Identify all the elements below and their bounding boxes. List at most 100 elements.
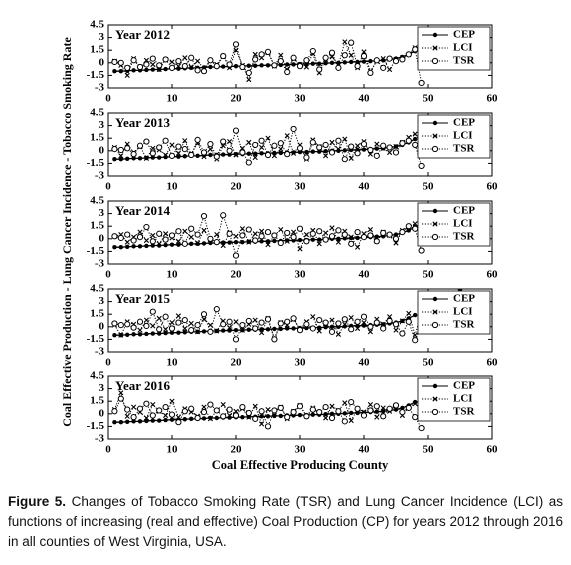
marker-circle	[258, 233, 265, 240]
marker-circle	[226, 230, 233, 237]
legend-label: TSR	[453, 55, 475, 67]
marker-x	[355, 244, 361, 250]
marker-x	[169, 398, 175, 404]
marker-circle	[111, 146, 118, 153]
marker-circle	[354, 318, 361, 325]
marker-circle	[181, 146, 188, 153]
marker-circle	[296, 327, 304, 334]
marker-circle	[271, 407, 278, 414]
x-tick-label: 40	[359, 357, 371, 369]
marker-x	[387, 314, 393, 320]
marker-circle	[316, 316, 323, 324]
marker-circle	[220, 321, 227, 328]
marker-circle	[156, 230, 163, 237]
marker-x	[432, 133, 438, 139]
marker-dot	[400, 405, 405, 411]
marker-circle	[162, 137, 169, 144]
marker-dot	[214, 415, 219, 421]
marker-dot	[163, 417, 168, 423]
marker-x	[150, 323, 156, 329]
marker-x	[323, 415, 329, 421]
x-tick-label: 10	[167, 181, 179, 193]
marker-circle	[252, 325, 259, 332]
marker-circle	[277, 320, 284, 327]
x-tick-label: 10	[167, 444, 179, 456]
marker-dot	[285, 326, 290, 331]
marker-circle	[130, 57, 137, 64]
marker-x	[239, 226, 245, 232]
marker-dot	[233, 327, 239, 333]
y-tick-label: 0	[99, 56, 105, 68]
marker-x	[214, 328, 220, 334]
marker-dot	[413, 136, 418, 142]
marker-x	[175, 414, 181, 420]
marker-dot	[131, 419, 136, 424]
y-tick-label: 0	[99, 407, 105, 419]
x-tick-label: 40	[359, 93, 371, 105]
marker-x	[239, 327, 245, 333]
y-tick-label: 0	[99, 144, 105, 156]
marker-circle	[207, 57, 214, 64]
x-tick-label: 60	[487, 444, 499, 456]
marker-x	[432, 221, 438, 227]
marker-x	[143, 237, 149, 244]
marker-dot	[131, 156, 136, 161]
x-tick-label: 30	[295, 444, 307, 456]
marker-circle	[309, 230, 316, 237]
marker-circle	[405, 51, 412, 58]
legend-label: TSR	[453, 319, 475, 331]
marker-circle	[143, 138, 150, 145]
marker-circle	[252, 56, 259, 63]
marker-circle	[399, 330, 406, 337]
marker-circle	[328, 414, 336, 422]
x-tick-label: 40	[359, 181, 371, 193]
x-tick-label: 10	[167, 93, 179, 105]
marker-circle	[181, 240, 188, 247]
marker-circle	[258, 51, 265, 58]
marker-x	[252, 317, 258, 323]
marker-circle	[188, 405, 195, 412]
marker-x	[233, 233, 239, 239]
marker-circle	[258, 137, 265, 144]
marker-x	[259, 228, 265, 234]
marker-circle	[354, 405, 361, 412]
y-tick-label: 3	[99, 207, 105, 219]
legend-box	[417, 114, 491, 159]
marker-dot	[336, 236, 341, 241]
marker-circle	[264, 316, 272, 323]
marker-x	[182, 325, 188, 332]
marker-x	[329, 317, 335, 323]
marker-dot	[272, 413, 277, 419]
marker-x	[355, 143, 361, 149]
marker-dot	[246, 151, 251, 156]
marker-circle	[239, 232, 246, 239]
marker-circle	[303, 57, 310, 64]
marker-circle	[136, 142, 144, 149]
marker-dot	[342, 60, 347, 65]
marker-x	[169, 59, 175, 65]
marker-dot	[342, 411, 347, 416]
legend-label: CEP	[453, 293, 475, 305]
marker-dot	[253, 63, 258, 68]
marker-x	[329, 403, 335, 409]
marker-circle	[213, 306, 220, 313]
marker-x	[233, 319, 239, 325]
marker-circle	[149, 412, 156, 419]
marker-x	[182, 138, 188, 144]
marker-circle	[220, 138, 227, 145]
marker-circle	[392, 402, 400, 409]
marker-circle	[194, 414, 201, 422]
marker-circle	[316, 66, 323, 73]
marker-circle	[175, 228, 182, 235]
marker-x	[150, 61, 156, 68]
marker-x	[201, 316, 207, 322]
marker-dot	[137, 419, 143, 424]
legend-label: LCI	[453, 393, 473, 405]
marker-x	[348, 417, 354, 424]
marker-x	[214, 232, 220, 238]
marker-circle	[431, 321, 439, 329]
marker-dot	[189, 241, 194, 247]
y-tick-label: 3	[99, 119, 105, 131]
